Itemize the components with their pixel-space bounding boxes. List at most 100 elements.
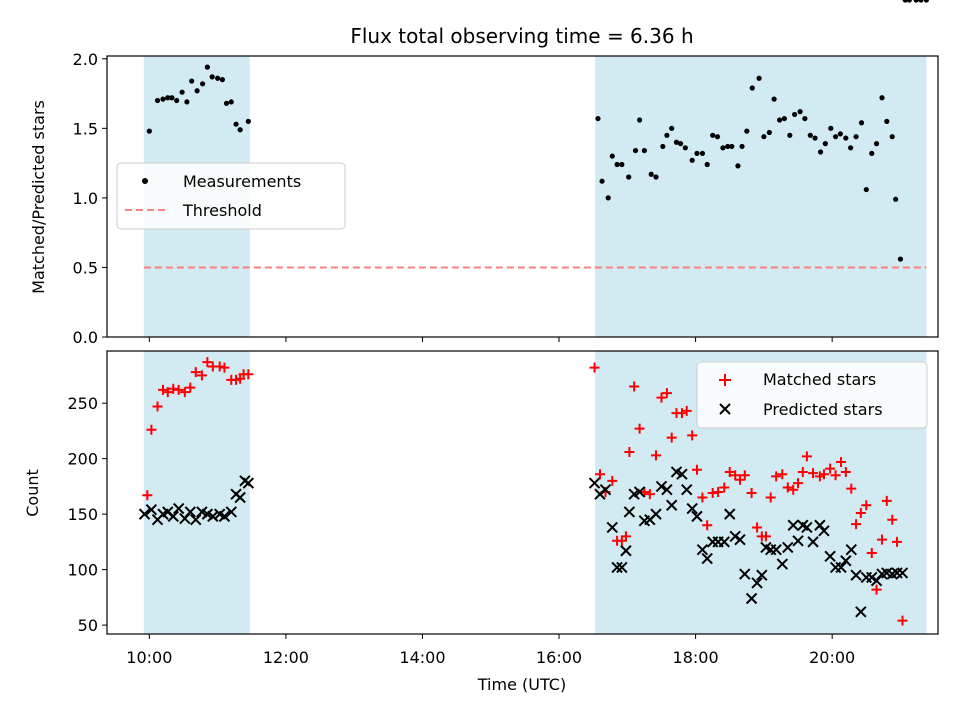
measurement-point bbox=[245, 118, 251, 124]
predicted-star-point bbox=[824, 550, 836, 563]
measurement-point bbox=[853, 134, 859, 140]
count-y-tick-label: 100 bbox=[67, 561, 98, 580]
matched-star-point bbox=[219, 362, 230, 373]
predicted-star-point bbox=[676, 468, 688, 480]
matched-star-point bbox=[152, 401, 163, 412]
predicted-star-point bbox=[787, 519, 799, 531]
matched-star-point bbox=[157, 384, 168, 395]
matched-star-point bbox=[589, 362, 600, 373]
x-tick-label: 20:00 bbox=[809, 648, 855, 667]
predicted-star-point bbox=[751, 577, 763, 589]
measurement-point bbox=[744, 128, 750, 134]
matched-star-point bbox=[877, 534, 888, 545]
matched-star-point bbox=[887, 514, 898, 525]
predicted-star-point bbox=[138, 508, 151, 520]
measurement-point bbox=[614, 161, 620, 168]
measurement-point bbox=[797, 109, 803, 115]
predicted-star-point bbox=[818, 525, 830, 537]
measurement-point bbox=[837, 131, 843, 137]
measurement-point bbox=[817, 149, 824, 155]
matched-star-point bbox=[142, 490, 153, 501]
measurement-point bbox=[843, 135, 849, 141]
matched-star-point bbox=[196, 370, 207, 381]
matched-star-point bbox=[861, 500, 872, 511]
measurement-point bbox=[605, 195, 611, 201]
ratio-y-tick-label: 2.0 bbox=[73, 50, 98, 69]
measurement-point bbox=[761, 134, 767, 140]
measurement-point bbox=[648, 171, 654, 177]
predicted-star-point bbox=[724, 508, 736, 520]
ratio-y-tick-label: 0.0 bbox=[73, 328, 98, 347]
measurement-point bbox=[828, 125, 834, 131]
matched-star-point bbox=[897, 615, 908, 626]
matched-stars-points bbox=[142, 357, 908, 626]
measurement-point bbox=[869, 150, 875, 156]
measurement-point bbox=[906, 0, 912, 3]
matched-star-point bbox=[185, 382, 196, 393]
x-tick-label: 18:00 bbox=[673, 648, 719, 667]
matched-star-point bbox=[190, 367, 201, 378]
matched-star-point bbox=[620, 531, 631, 542]
predicted-star-point bbox=[599, 484, 612, 496]
predicted-star-point bbox=[739, 568, 751, 580]
measurement-point bbox=[694, 150, 700, 156]
measurement-point bbox=[710, 132, 716, 138]
count-y-tick-label: 200 bbox=[67, 450, 98, 469]
ratio-legend-box bbox=[116, 162, 346, 230]
matched-star-point bbox=[825, 463, 836, 474]
predicted-star-point bbox=[718, 536, 730, 548]
count-shaded-span-0 bbox=[143, 351, 250, 634]
predicted-star-point bbox=[896, 567, 909, 579]
matched-star-point bbox=[788, 484, 799, 495]
count-legend-box bbox=[696, 361, 928, 429]
measurement-point bbox=[913, 0, 919, 3]
matched-star-point bbox=[746, 488, 757, 499]
matched-star-point bbox=[782, 482, 793, 493]
predicted-star-point bbox=[691, 510, 703, 523]
predicted-star-point bbox=[145, 503, 158, 516]
measurement-point bbox=[923, 0, 929, 3]
x-tick-label: 10:00 bbox=[126, 648, 172, 667]
predicted-star-point bbox=[855, 606, 867, 618]
matched-star-point bbox=[691, 464, 702, 475]
x-tick-label: 16:00 bbox=[536, 648, 582, 667]
measurement-point bbox=[781, 115, 787, 122]
matched-star-point bbox=[760, 531, 771, 542]
predicted-star-point bbox=[172, 502, 185, 515]
measurement-point bbox=[599, 178, 605, 184]
matched-star-point bbox=[881, 495, 892, 506]
measurement-point bbox=[165, 95, 171, 101]
measurement-point bbox=[897, 256, 904, 262]
predicted-star-point bbox=[729, 530, 741, 543]
measurement-point bbox=[179, 89, 185, 95]
measurement-point bbox=[637, 117, 643, 123]
matched-star-point bbox=[730, 470, 741, 481]
measurement-point bbox=[154, 97, 161, 104]
measurement-point bbox=[725, 143, 731, 150]
matched-star-point bbox=[892, 536, 903, 547]
x-tick-label: 12:00 bbox=[263, 648, 309, 667]
measurement-point bbox=[704, 161, 710, 168]
measurement-point bbox=[756, 75, 762, 81]
predicted-star-point bbox=[686, 502, 698, 515]
measurement-point bbox=[673, 139, 680, 145]
measurement-point bbox=[160, 96, 166, 102]
predicted-star-point bbox=[218, 510, 231, 523]
predicted-star-point bbox=[167, 510, 179, 523]
count-y-tick-label: 150 bbox=[67, 505, 98, 524]
predicted-star-point bbox=[734, 533, 746, 546]
count-y-ticks: 50 100 150 200 250 bbox=[67, 394, 107, 635]
matched-star-point bbox=[681, 405, 692, 416]
matched-star-point bbox=[871, 584, 882, 595]
measurement-point bbox=[714, 134, 721, 140]
ratio-axes-frame bbox=[106, 55, 939, 338]
count-x-ticks: 10:00 12:00 14:00 16:00 18:00 20:00 bbox=[126, 634, 855, 667]
measurement-point bbox=[223, 100, 230, 106]
measurement-point bbox=[215, 75, 221, 81]
predicted-legend-marker bbox=[719, 403, 731, 415]
measurement-point bbox=[771, 96, 777, 102]
measurement-point bbox=[802, 115, 808, 122]
ratio-panel: 0.00.51.01.52.0 Matched/Predicted stars … bbox=[29, 0, 939, 347]
measurement-point bbox=[858, 120, 865, 126]
